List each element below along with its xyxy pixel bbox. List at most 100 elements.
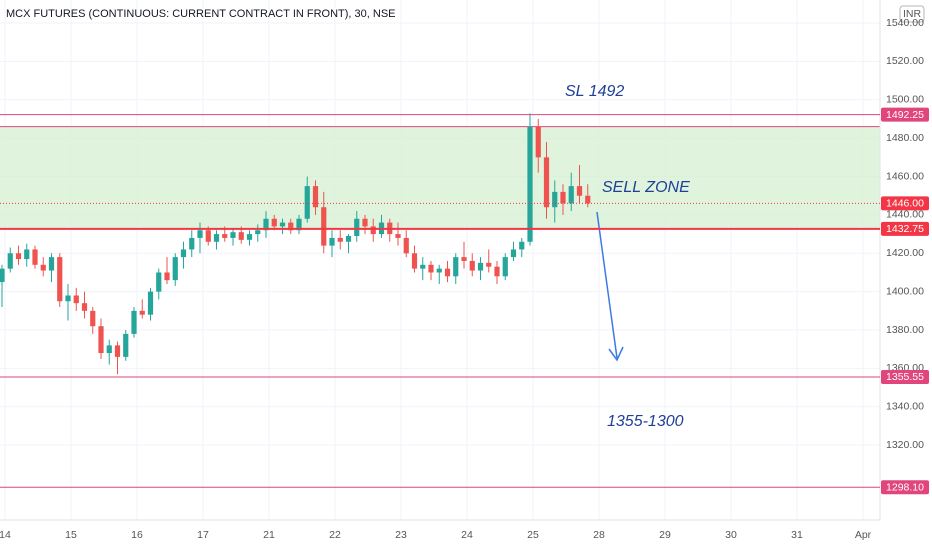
x-tick-label: 14 — [0, 529, 11, 541]
candle-body — [197, 230, 203, 238]
candle-body — [552, 191, 558, 208]
currency-badge — [899, 5, 925, 23]
candle-body — [40, 264, 46, 271]
candle-body — [189, 237, 195, 250]
candle-body — [263, 218, 269, 231]
x-tick-label: 29 — [659, 529, 671, 541]
level-label: 1446.00 — [886, 198, 924, 210]
candle-body — [98, 326, 104, 354]
x-tick-label: 28 — [593, 529, 605, 541]
x-tick-label: 25 — [527, 529, 539, 541]
annotation: SELL ZONE — [602, 179, 690, 196]
level-label-bg — [881, 369, 929, 384]
candle-body — [156, 272, 162, 292]
candle-body — [139, 310, 145, 315]
x-tick-label: 24 — [461, 529, 473, 541]
y-tick-label: 1420.00 — [886, 247, 924, 259]
x-tick-label: 15 — [65, 529, 77, 541]
candle-body — [271, 218, 277, 227]
x-tick-label: 23 — [395, 529, 407, 541]
arrow-head — [608, 346, 624, 362]
candle-body — [576, 186, 583, 196]
candle-body — [222, 234, 228, 238]
x-tick-label: 17 — [197, 529, 209, 541]
x-tick-label: 21 — [263, 529, 275, 541]
y-tick-label: 1500.00 — [886, 94, 924, 106]
candle-body — [205, 230, 211, 242]
candle-body — [288, 222, 294, 231]
candle-body — [0, 268, 5, 283]
candle-body — [296, 218, 302, 231]
plot-area — [0, 0, 880, 520]
level-label: 1355.55 — [886, 371, 924, 383]
candle-body — [403, 237, 409, 254]
candle-body — [7, 253, 13, 269]
candle-body — [312, 186, 319, 208]
candle-body — [246, 234, 253, 240]
level-label: 1492.25 — [886, 109, 924, 121]
candle-body — [469, 260, 475, 271]
y-tick-label: 1400.00 — [886, 285, 924, 297]
candle-body — [81, 303, 88, 311]
candle-body — [164, 272, 170, 281]
candle-body — [238, 232, 244, 240]
level-label: 1432.75 — [886, 223, 924, 235]
candle-body — [65, 295, 71, 302]
candle-body — [114, 345, 121, 357]
sell-zone — [0, 126, 880, 229]
x-tick-label: 31 — [791, 529, 803, 541]
candle-body — [444, 268, 451, 277]
candle-body — [73, 295, 79, 304]
candle-body — [494, 266, 500, 277]
x-tick-label: 30 — [725, 529, 737, 541]
candle-body — [279, 222, 286, 227]
candle-body — [428, 264, 434, 273]
candle-body — [24, 249, 30, 260]
candle-body — [255, 230, 261, 235]
x-tick-label: 22 — [329, 529, 341, 541]
candle-body — [560, 191, 566, 204]
candle-body — [519, 241, 525, 250]
candle-body — [411, 253, 418, 269]
x-tick-label: Apr — [855, 529, 872, 541]
candle-body — [354, 218, 360, 237]
candle-body — [486, 262, 492, 267]
candle-body — [453, 257, 459, 277]
candle-body — [337, 237, 343, 242]
chart-title: MCX FUTURES (CONTINUOUS: CURRENT CONTRAC… — [6, 8, 396, 20]
y-tick-label: 1480.00 — [886, 132, 924, 144]
y-tick-label: 1320.00 — [886, 439, 924, 451]
level-label-bg — [881, 221, 929, 236]
level-label-bg — [881, 480, 929, 495]
candle-body — [123, 333, 129, 357]
candle-body — [304, 186, 310, 219]
candle-body — [543, 157, 550, 208]
candle-body — [57, 257, 63, 302]
candle-body — [527, 126, 533, 242]
candle-body — [90, 310, 96, 327]
candle-body — [370, 226, 376, 235]
currency: INR — [903, 8, 922, 20]
candle-body — [477, 262, 484, 271]
level-label-bg — [881, 107, 929, 122]
y-tick-label: 1380.00 — [886, 324, 924, 336]
candle-body — [585, 195, 591, 204]
y-tick-label: 1440.00 — [886, 209, 924, 221]
candle-body — [48, 257, 55, 271]
candle-body — [147, 291, 154, 315]
candle-body — [329, 237, 335, 246]
candle-body — [32, 249, 38, 265]
annotation: 1355-1300 — [607, 413, 684, 430]
candle-body — [106, 345, 112, 354]
arrow — [596, 211, 618, 359]
candle-body — [131, 310, 137, 334]
candle-body — [436, 268, 442, 273]
level-label-bg — [881, 196, 929, 211]
x-tick-label: 16 — [131, 529, 143, 541]
candle-body — [172, 257, 178, 281]
candle-body — [362, 218, 368, 227]
y-tick-label: 1540.00 — [886, 17, 924, 29]
y-tick-label: 1460.00 — [886, 170, 924, 182]
